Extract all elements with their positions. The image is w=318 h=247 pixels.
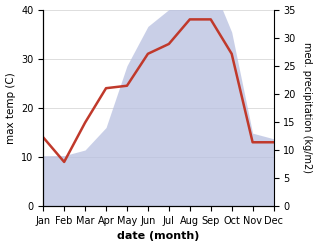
Y-axis label: med. precipitation (kg/m2): med. precipitation (kg/m2) (302, 42, 313, 173)
Y-axis label: max temp (C): max temp (C) (5, 72, 16, 144)
X-axis label: date (month): date (month) (117, 231, 200, 242)
